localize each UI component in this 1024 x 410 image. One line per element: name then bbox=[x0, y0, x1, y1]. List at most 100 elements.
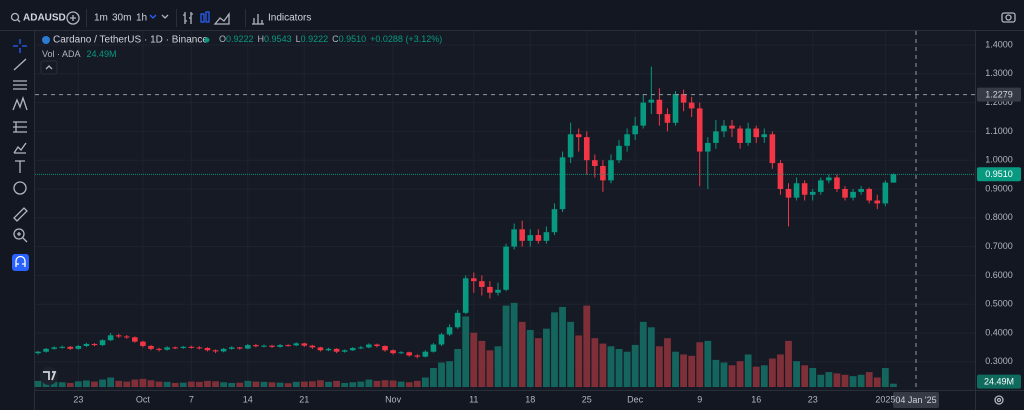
volume-bar bbox=[284, 383, 292, 387]
candle-body bbox=[285, 345, 291, 347]
volume-bar bbox=[777, 354, 784, 387]
candle-body bbox=[212, 350, 219, 352]
volume-bar bbox=[405, 382, 413, 387]
candle-body bbox=[826, 177, 832, 181]
candles-icon[interactable] bbox=[200, 11, 210, 23]
candle-body bbox=[140, 341, 146, 346]
interval-button[interactable]: 1m bbox=[94, 13, 108, 24]
candle-body bbox=[632, 125, 638, 135]
y-tick-label: 0.3000 bbox=[985, 356, 1013, 366]
volume-bar bbox=[260, 381, 268, 387]
zoom-tool[interactable] bbox=[17, 232, 28, 243]
volume-bar bbox=[244, 380, 252, 387]
volume-bar bbox=[430, 368, 437, 387]
fib-tool[interactable] bbox=[13, 80, 27, 90]
volume-bar bbox=[204, 380, 211, 387]
compare-button[interactable] bbox=[66, 11, 80, 25]
ruler-tool[interactable] bbox=[13, 207, 28, 222]
volume-bar bbox=[841, 374, 849, 387]
interval-dropdown[interactable] bbox=[149, 14, 157, 19]
candle-body bbox=[882, 182, 889, 204]
brush-tool[interactable] bbox=[13, 142, 27, 154]
interval-dropdown[interactable] bbox=[161, 14, 169, 19]
collapse-button bbox=[40, 60, 58, 75]
candle-body bbox=[785, 189, 792, 198]
volume-bar bbox=[599, 343, 607, 387]
volume-bar bbox=[83, 380, 90, 387]
symbol: ADAUSD bbox=[23, 13, 66, 24]
projection-tool[interactable] bbox=[13, 121, 27, 133]
x-tick-label: Nov bbox=[385, 394, 402, 404]
candle-body bbox=[745, 128, 751, 143]
collapse-legend[interactable] bbox=[40, 60, 58, 75]
volume-bar bbox=[333, 380, 340, 387]
ohlc-key: O bbox=[219, 34, 226, 44]
y-tick-label: 1.4000 bbox=[985, 39, 1013, 49]
bar-type-icon[interactable] bbox=[183, 12, 193, 24]
y-tick-label: 0.8000 bbox=[985, 212, 1013, 222]
candle-body bbox=[559, 157, 566, 210]
volume-bar bbox=[518, 321, 526, 387]
candle-body bbox=[511, 229, 517, 247]
x-tick-label: 21 bbox=[299, 394, 309, 404]
x-tick-label: 16 bbox=[751, 394, 761, 404]
volume-bar bbox=[639, 321, 647, 387]
candle-body bbox=[123, 336, 130, 338]
trendline-tool[interactable] bbox=[13, 58, 27, 71]
y-tick-label: 0.6000 bbox=[985, 270, 1013, 280]
volume-name: Vol · ADA bbox=[42, 49, 81, 59]
zoom-tool[interactable] bbox=[13, 228, 25, 240]
candle-body bbox=[543, 232, 550, 241]
camera-icon bbox=[1001, 12, 1016, 23]
volume-bar bbox=[421, 377, 429, 387]
candle-body bbox=[107, 335, 114, 341]
text-tool[interactable] bbox=[15, 160, 25, 173]
volume-bar bbox=[381, 380, 389, 387]
x-tick-label: 2025 bbox=[875, 394, 895, 404]
symbol-search[interactable]: ADAUSD bbox=[10, 13, 66, 24]
volume-bar bbox=[317, 380, 324, 387]
crosshair-tool[interactable] bbox=[13, 39, 27, 53]
candle-body bbox=[664, 114, 671, 123]
y-tick-label: 1.3000 bbox=[985, 68, 1013, 78]
interval-button[interactable]: 30m bbox=[112, 13, 131, 24]
volume-bar bbox=[131, 379, 139, 387]
candle-body bbox=[75, 345, 82, 349]
volume-bar bbox=[890, 383, 897, 387]
candle-body bbox=[349, 347, 356, 351]
candle-body bbox=[228, 347, 235, 349]
market-status bbox=[204, 37, 210, 43]
candle-body bbox=[91, 343, 98, 346]
interval-button[interactable]: 1h bbox=[136, 13, 147, 24]
candle-body bbox=[83, 343, 90, 346]
candle-body bbox=[188, 346, 195, 348]
candle-body bbox=[406, 352, 413, 356]
pattern-tool[interactable] bbox=[12, 95, 28, 111]
volume-bar bbox=[760, 365, 768, 387]
candle-body bbox=[67, 346, 74, 349]
area-icon[interactable] bbox=[213, 11, 230, 25]
volume-bar bbox=[99, 379, 106, 387]
emoji-tool[interactable] bbox=[13, 181, 27, 195]
candle-body bbox=[721, 125, 727, 132]
settings-button[interactable] bbox=[994, 395, 1004, 405]
volume-bar bbox=[688, 355, 696, 387]
volume-bar bbox=[696, 342, 704, 387]
plus-icon bbox=[70, 15, 76, 21]
ohlc-value: 0.9222 bbox=[301, 34, 329, 44]
volume-bar bbox=[91, 381, 98, 387]
volume-bar bbox=[139, 378, 147, 387]
volume-bar bbox=[462, 316, 470, 387]
snapshot-button[interactable] bbox=[1001, 12, 1016, 23]
volume-bar bbox=[74, 381, 82, 387]
candle-body bbox=[503, 246, 509, 290]
ohlc-value: 0.9510 bbox=[339, 34, 367, 44]
indicators-button[interactable]: Indicators bbox=[252, 13, 311, 25]
candle-body bbox=[325, 348, 332, 351]
volume-bar bbox=[615, 349, 623, 387]
volume-bar bbox=[268, 382, 276, 387]
y-tick-label: 1.0000 bbox=[985, 155, 1013, 165]
volume-bar bbox=[252, 381, 260, 387]
x-tick-label: 7 bbox=[189, 394, 194, 404]
